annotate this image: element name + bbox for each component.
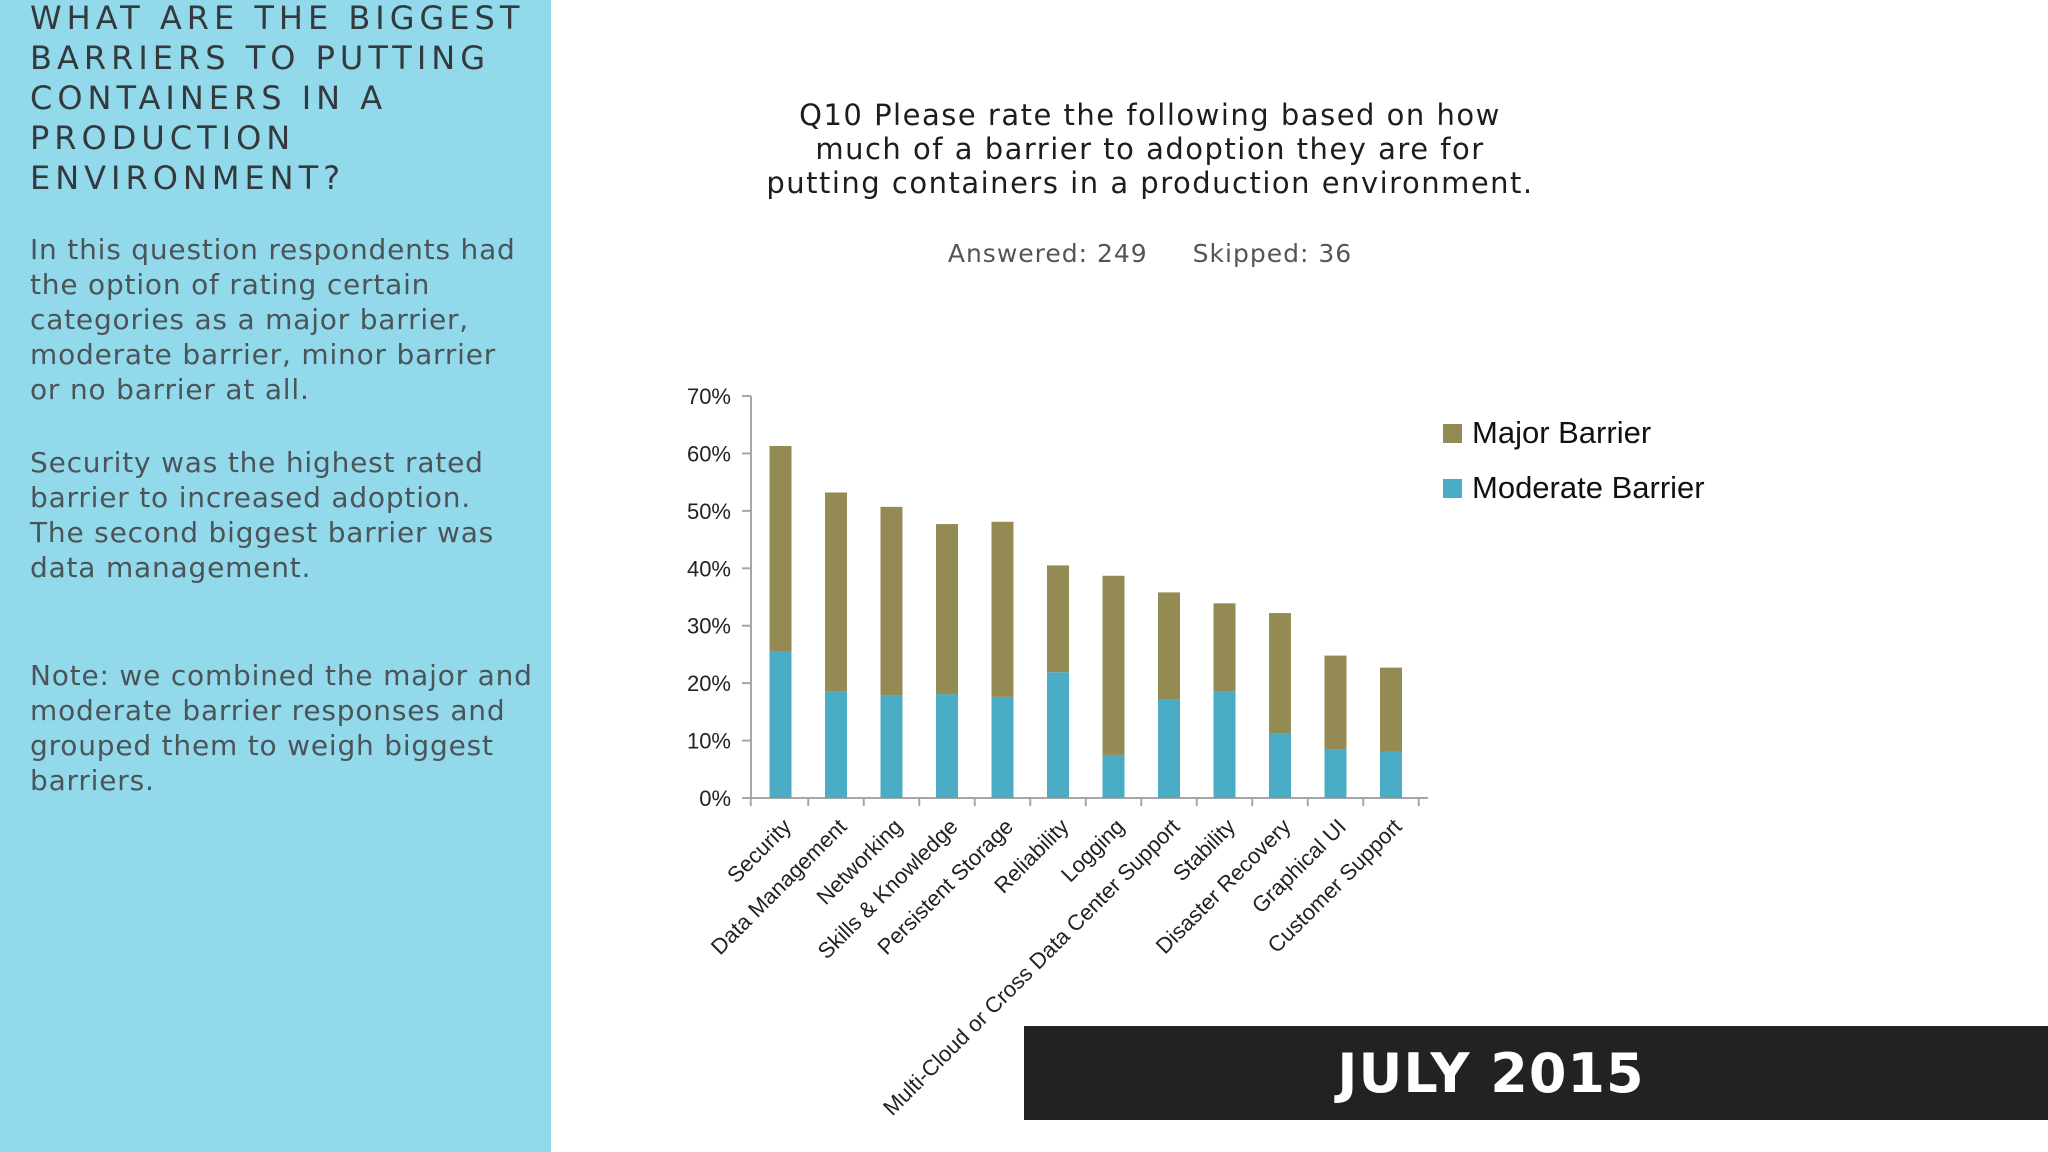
chart-legend: Major Barrier Moderate Barrier [1443,415,1705,505]
y-axis: 0% 10% 20% 30% 40% 50% 60% 70% [687,384,1428,811]
date-banner-text: JULY 2015 [1337,1041,1645,1105]
moderate-barrier-bar [825,691,847,798]
major-barrier-bar [1269,613,1291,734]
major-barrier-bar [936,524,958,695]
moderate-barrier-bar [1102,754,1125,798]
legend-swatch [1443,424,1462,443]
y-tick-label: 20% [687,671,731,696]
major-barrier-bar [1102,575,1125,755]
sidebar-panel: WHAT ARE THE BIGGEST BARRIERS TO PUTTING… [0,0,551,1152]
moderate-barrier-bar [1324,749,1347,798]
major-barrier-bar [991,521,1014,697]
y-tick-label: 70% [687,384,731,409]
moderate-barrier-bar [880,695,903,798]
sidebar-heading: WHAT ARE THE BIGGEST BARRIERS TO PUTTING… [30,0,525,197]
note-paragraph: Note: we combined the major and moderate… [30,659,533,797]
major-barrier-bar [1324,655,1347,750]
y-tick-label: 0% [699,786,731,811]
legend-label: Major Barrier [1472,415,1651,450]
major-barrier-bar [825,492,847,692]
legend-label: Moderate Barrier [1472,470,1705,505]
major-barrier-bar [769,445,792,652]
moderate-barrier-bar [1380,751,1402,798]
moderate-barrier-bar [1213,691,1236,798]
major-barrier-bar [1047,565,1069,673]
finding-paragraph: Security was the highest rated barrier t… [30,446,495,584]
bars [769,445,1402,798]
y-tick-label: 40% [687,556,731,581]
skipped-count: Skipped: 36 [1192,239,1353,268]
major-barrier-bar [1158,592,1180,700]
chart-title: Q10 Please rate the following based on h… [766,98,1534,200]
major-barrier-bar [1213,603,1236,692]
y-tick-label: 30% [687,614,731,639]
moderate-barrier-bar [1269,733,1291,798]
moderate-barrier-bar [769,651,792,798]
moderate-barrier-bar [936,694,958,798]
date-banner [1024,1026,2048,1120]
moderate-barrier-bar [991,696,1014,798]
legend-swatch [1443,479,1462,498]
answered-count: Answered: 249 [947,239,1148,268]
major-barrier-bar [1380,667,1402,752]
y-tick-label: 60% [687,441,731,466]
major-barrier-bar [880,506,903,696]
moderate-barrier-bar [1158,699,1180,798]
moderate-barrier-bar [1047,672,1069,798]
y-tick-label: 50% [687,499,731,524]
description-paragraph: In this question respondents had the opt… [30,233,516,406]
chart-response-counts: Answered: 249 Skipped: 36 [760,239,1540,268]
y-tick-label: 10% [687,729,731,754]
